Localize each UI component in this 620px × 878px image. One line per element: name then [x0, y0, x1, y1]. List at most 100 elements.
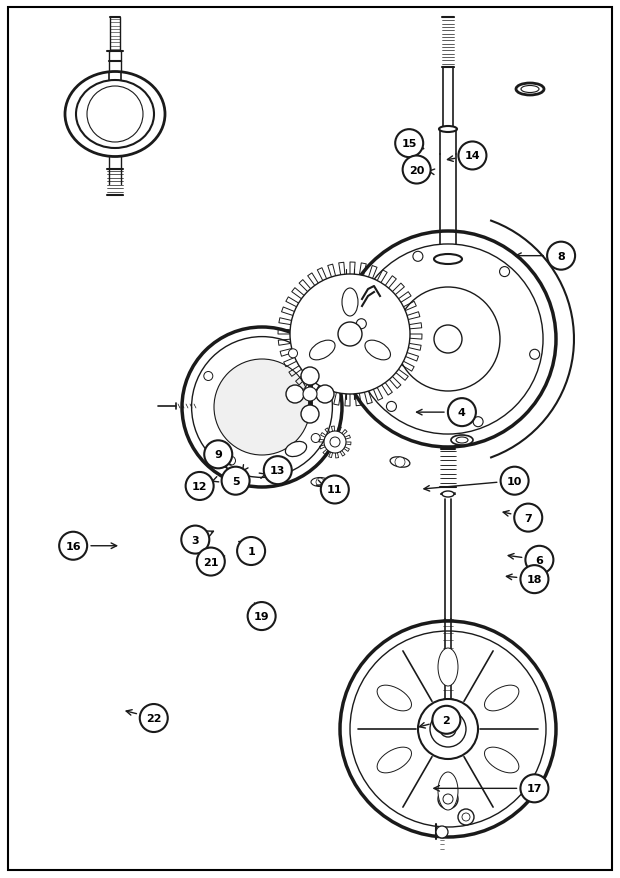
- Circle shape: [311, 434, 320, 443]
- Circle shape: [316, 479, 324, 486]
- Ellipse shape: [442, 492, 454, 498]
- Text: 10: 10: [507, 476, 522, 486]
- Ellipse shape: [438, 648, 458, 687]
- Text: 12: 12: [192, 481, 207, 492]
- Circle shape: [340, 622, 556, 837]
- Circle shape: [418, 699, 478, 759]
- Circle shape: [386, 402, 396, 412]
- Ellipse shape: [451, 435, 473, 445]
- Ellipse shape: [377, 747, 412, 773]
- Circle shape: [301, 368, 319, 385]
- Ellipse shape: [65, 72, 165, 157]
- Text: 5: 5: [232, 476, 239, 486]
- Ellipse shape: [390, 457, 410, 468]
- Circle shape: [197, 548, 225, 576]
- Circle shape: [448, 399, 476, 427]
- Text: 14: 14: [464, 151, 480, 162]
- Ellipse shape: [377, 686, 412, 711]
- Circle shape: [237, 537, 265, 565]
- Circle shape: [59, 532, 87, 560]
- Circle shape: [226, 457, 236, 465]
- Circle shape: [140, 704, 168, 732]
- Circle shape: [192, 337, 332, 478]
- Ellipse shape: [365, 341, 391, 361]
- Text: 13: 13: [270, 465, 285, 476]
- Circle shape: [221, 467, 250, 495]
- Circle shape: [443, 794, 453, 804]
- Text: 21: 21: [203, 557, 219, 567]
- Circle shape: [185, 472, 214, 500]
- Circle shape: [395, 130, 423, 158]
- Ellipse shape: [484, 747, 519, 773]
- Circle shape: [500, 467, 529, 495]
- Circle shape: [500, 267, 510, 277]
- Circle shape: [440, 721, 456, 738]
- Circle shape: [324, 431, 346, 453]
- Circle shape: [286, 385, 304, 404]
- Text: 17: 17: [526, 783, 542, 794]
- Circle shape: [182, 327, 342, 487]
- Text: 11: 11: [327, 485, 342, 495]
- Circle shape: [434, 326, 462, 354]
- Circle shape: [396, 288, 500, 392]
- Ellipse shape: [521, 86, 539, 93]
- Text: 4: 4: [458, 407, 466, 418]
- Circle shape: [181, 526, 210, 554]
- Circle shape: [395, 457, 405, 467]
- Ellipse shape: [342, 289, 358, 317]
- Ellipse shape: [456, 437, 468, 443]
- Circle shape: [547, 242, 575, 270]
- Circle shape: [264, 457, 292, 485]
- Ellipse shape: [439, 126, 457, 133]
- Circle shape: [288, 349, 298, 358]
- Circle shape: [402, 156, 431, 184]
- Circle shape: [316, 385, 334, 404]
- Circle shape: [520, 565, 549, 594]
- Circle shape: [436, 826, 448, 838]
- Circle shape: [430, 711, 466, 747]
- Circle shape: [303, 387, 317, 401]
- Ellipse shape: [438, 772, 458, 810]
- Circle shape: [214, 360, 310, 456]
- Text: 22: 22: [146, 713, 161, 723]
- Circle shape: [520, 774, 549, 802]
- Circle shape: [301, 406, 319, 423]
- Text: 16: 16: [65, 541, 81, 551]
- Ellipse shape: [285, 442, 307, 457]
- Ellipse shape: [484, 686, 519, 711]
- Text: 20: 20: [409, 165, 424, 176]
- Circle shape: [247, 602, 276, 630]
- Text: 6: 6: [536, 555, 543, 565]
- Circle shape: [350, 631, 546, 827]
- Circle shape: [204, 441, 232, 469]
- Circle shape: [529, 349, 539, 360]
- Circle shape: [458, 810, 474, 825]
- Circle shape: [413, 252, 423, 262]
- Ellipse shape: [434, 255, 462, 264]
- Circle shape: [87, 87, 143, 143]
- Circle shape: [432, 706, 461, 734]
- Ellipse shape: [516, 84, 544, 96]
- Circle shape: [514, 504, 542, 532]
- Circle shape: [438, 789, 458, 810]
- Text: eReplacementParts.com: eReplacementParts.com: [198, 449, 318, 458]
- Circle shape: [321, 476, 349, 504]
- Text: 3: 3: [192, 535, 199, 545]
- Circle shape: [338, 322, 362, 347]
- Circle shape: [290, 275, 410, 394]
- Ellipse shape: [309, 341, 335, 361]
- Circle shape: [340, 232, 556, 448]
- Text: 18: 18: [526, 574, 542, 585]
- Circle shape: [525, 546, 554, 574]
- Text: 9: 9: [215, 450, 222, 460]
- Ellipse shape: [311, 478, 329, 487]
- Circle shape: [458, 142, 487, 170]
- Text: 1: 1: [247, 546, 255, 557]
- Text: 7: 7: [525, 513, 532, 523]
- Circle shape: [356, 320, 366, 329]
- Circle shape: [330, 437, 340, 448]
- Text: 19: 19: [254, 611, 270, 622]
- Text: 15: 15: [402, 139, 417, 149]
- Circle shape: [204, 372, 213, 381]
- Circle shape: [473, 417, 483, 428]
